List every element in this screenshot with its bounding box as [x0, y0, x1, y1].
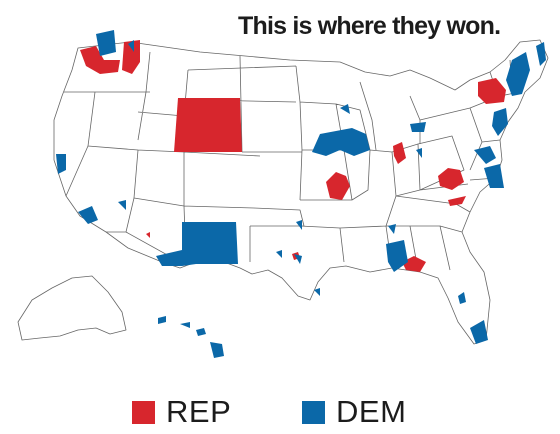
dem-hawaii-3 — [196, 328, 206, 336]
dem-oklahoma-small — [276, 250, 282, 258]
dem-texas-small3 — [314, 288, 320, 296]
rep-indiana — [393, 142, 406, 164]
rep-arizona-small — [146, 232, 150, 238]
legend-dem: DEM — [302, 394, 406, 430]
dem-mid-atlantic — [492, 108, 508, 136]
rep-virginia-sw — [448, 196, 466, 206]
legend-rep: REP — [132, 394, 231, 430]
dem-alabama — [386, 240, 408, 272]
rep-washington-west — [80, 46, 120, 74]
rep-georgia-south — [402, 256, 426, 272]
dem-florida-south — [470, 320, 488, 344]
dem-new-mexico-tail — [156, 250, 182, 266]
dem-washington-seattle — [96, 30, 116, 56]
dem-nevada-small — [118, 200, 126, 210]
rep-west-virginia — [438, 168, 464, 190]
dem-hawaii-4 — [210, 342, 224, 358]
us-map — [17, 30, 549, 358]
legend-dem-swatch — [302, 400, 325, 424]
alaska-outline — [17, 275, 127, 341]
rep-washington-east — [122, 40, 140, 74]
dem-michigan-small — [410, 122, 426, 132]
rep-new-york — [478, 78, 506, 104]
dem-texas-small1 — [296, 220, 302, 230]
legend-dem-label: DEM — [336, 394, 407, 429]
dem-california-bay — [56, 154, 66, 174]
dem-washington-misc — [128, 40, 134, 52]
rep-wyoming — [174, 98, 242, 152]
dem-regions — [56, 30, 546, 358]
dem-new-mexico — [182, 222, 238, 266]
dem-illinois — [312, 128, 370, 156]
rep-missouri — [326, 172, 350, 200]
dem-hawaii-1 — [158, 316, 166, 324]
legend-rep-swatch — [132, 400, 155, 424]
dem-virginia-east — [484, 164, 504, 188]
contiguous-us-outline — [53, 39, 549, 345]
rep-regions — [80, 40, 506, 272]
dem-florida-small — [458, 292, 466, 304]
dem-virginia-north — [474, 146, 496, 164]
dem-ohio-small — [416, 148, 422, 158]
dem-texas-small2 — [294, 254, 302, 264]
dem-tennessee-small — [388, 224, 396, 234]
legend-rep-label: REP — [166, 394, 232, 429]
dem-maine-small — [536, 42, 546, 66]
dem-california-la — [78, 206, 98, 224]
dem-hawaii-2 — [180, 322, 190, 328]
state-outlines — [17, 39, 549, 345]
dem-wisconsin-small — [340, 104, 350, 114]
dem-new-england — [506, 52, 530, 96]
map-title: This is where they won. — [238, 12, 501, 40]
